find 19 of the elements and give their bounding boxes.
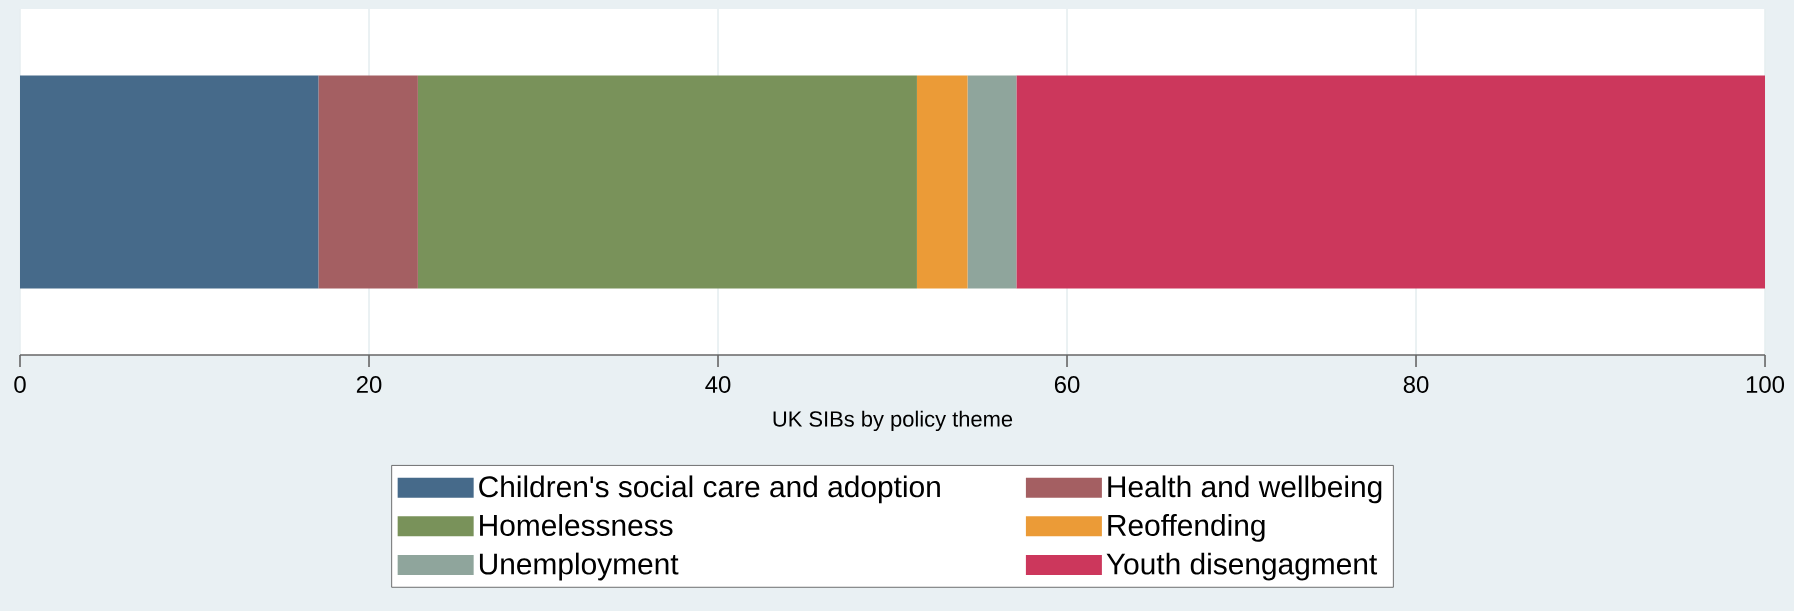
legend-label: Homelessness xyxy=(480,514,673,536)
x-tick-label: 40 xyxy=(705,376,731,393)
x-tick-label: 100 xyxy=(1746,376,1785,393)
x-tick-label: 60 xyxy=(1054,376,1080,393)
bar xyxy=(417,75,917,289)
legend-label: Health and wellbeing xyxy=(1108,475,1382,504)
x-tick-label: 0 xyxy=(14,376,26,393)
bar xyxy=(318,75,418,289)
bar xyxy=(967,75,1017,289)
bar xyxy=(1016,75,1766,289)
legend-label: Youth disengagment xyxy=(1106,552,1378,581)
legend-label: Children's social care and adoption xyxy=(479,475,940,504)
legend-label: Unemployment xyxy=(479,552,679,581)
bar xyxy=(916,75,968,289)
x-axis-title: UK SIBs by policy theme xyxy=(773,410,1013,432)
legend-label: Reoffending xyxy=(1108,514,1265,542)
bar xyxy=(20,75,319,289)
x-tick-label: 80 xyxy=(1403,376,1429,393)
x-tick-label: 20 xyxy=(356,376,382,393)
